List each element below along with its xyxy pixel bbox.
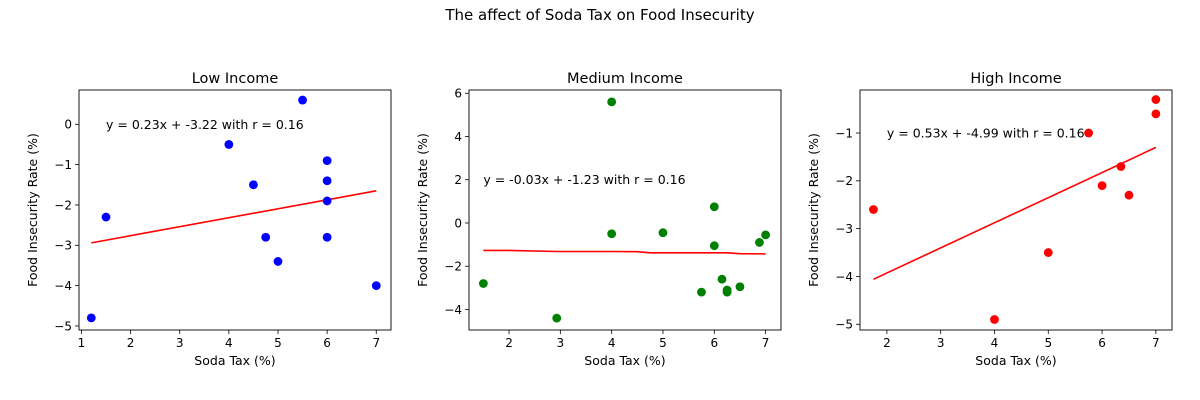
y-axis-label: Food Insecurity Rate (%) (25, 133, 40, 287)
subplots: Low Income 1 2 3 4 5 6 7 −5 −4 −3 −2 −1 0 Soda Tax (%)… (25, 71, 1173, 368)
data-point (1097, 181, 1107, 191)
x-tick-label: 2 (505, 336, 513, 350)
data-point (1043, 248, 1053, 257)
y-tick-label: −3 (835, 222, 853, 236)
y-tick-label: −4 (444, 303, 462, 317)
x-tick-label: 7 (762, 336, 770, 350)
data-point (722, 287, 732, 297)
data-point (86, 313, 96, 323)
y-tick-label: −4 (835, 270, 853, 284)
x-tick-label: 6 (323, 336, 331, 350)
x-tick-label: 4 (225, 336, 233, 350)
subplot-3: High Income 2 3 4 5 6 7 −5 −4 −3 −2 −1 Soda Tax (%) F… (806, 71, 1173, 368)
x-tick-label: 5 (659, 336, 667, 350)
x-tick-label: 2 (127, 336, 135, 350)
data-point (1124, 190, 1134, 200)
regression-line (91, 190, 377, 244)
data-point (1151, 109, 1161, 119)
x-tick-label: 3 (557, 336, 565, 350)
data-point (249, 180, 258, 190)
y-tick-label: −5 (54, 319, 72, 333)
x-tick-label: 2 (883, 336, 891, 350)
y-tick-label: −4 (54, 279, 72, 293)
data-point (869, 205, 878, 214)
data-point (1084, 128, 1094, 138)
data-point (371, 281, 381, 291)
plot-frame (859, 89, 1173, 331)
y-tick-label: 2 (454, 173, 462, 187)
data-point (1116, 162, 1126, 171)
x-tick-label: 6 (710, 336, 718, 350)
data-point (607, 97, 617, 107)
y-tick-label: −5 (835, 318, 853, 332)
x-tick-label: 6 (1098, 336, 1106, 350)
data-point (735, 282, 745, 292)
data-point (709, 202, 719, 212)
regression-annotation: y = 0.23x + -3.22 with r = 0.16 (106, 117, 304, 132)
y-axis-label: Food Insecurity Rate (%) (415, 133, 430, 287)
y-tick-label: 0 (64, 118, 72, 132)
x-tick-label: 5 (274, 336, 282, 350)
data-point (755, 238, 764, 247)
regression-annotation: y = -0.03x + -1.23 with r = 0.16 (483, 172, 685, 187)
x-tick-label: 7 (372, 336, 380, 350)
x-tick-label: 3 (937, 336, 945, 350)
data-point (990, 315, 999, 324)
subplot-title: Low Income (192, 71, 279, 87)
y-tick-label: 6 (454, 87, 462, 101)
y-tick-label: −3 (54, 239, 72, 253)
x-tick-label: 7 (1152, 336, 1160, 350)
data-point (607, 229, 617, 239)
data-point (101, 212, 111, 222)
regression-line (483, 249, 766, 255)
subplot-title: High Income (970, 71, 1061, 87)
data-point (478, 279, 488, 288)
y-tick-label: −1 (835, 126, 853, 140)
data-point (1151, 95, 1161, 104)
plot-frame (468, 89, 782, 331)
data-point (322, 196, 332, 206)
x-axis-label: Soda Tax (%) (975, 353, 1056, 368)
y-tick-label: −1 (54, 158, 72, 172)
data-point (298, 95, 307, 105)
x-axis-label: Soda Tax (%) (584, 353, 665, 368)
data-point (224, 140, 234, 149)
y-tick-label: −2 (444, 260, 462, 274)
x-tick-label: 3 (176, 336, 184, 350)
data-point (709, 241, 719, 251)
data-point (697, 287, 706, 297)
data-point (552, 313, 562, 323)
y-tick-label: −2 (835, 174, 853, 188)
plot-frame (78, 89, 392, 331)
regression-annotation: y = 0.53x + -4.99 with r = 0.16 (887, 126, 1085, 141)
data-point (261, 232, 271, 242)
x-tick-label: 4 (991, 336, 999, 350)
y-axis-label: Food Insecurity Rate (%) (806, 133, 821, 287)
data-point (322, 232, 332, 242)
data-point (717, 274, 727, 284)
subplot-title: Medium Income (567, 71, 683, 87)
subplot-1: Low Income 1 2 3 4 5 6 7 −5 −4 −3 −2 −1 0 Soda Tax (%)… (25, 71, 392, 368)
data-point (658, 228, 668, 238)
subplot-2: Medium Income 2 3 4 5 6 7 −4 −2 0 2 4 6 Soda Tax (%) F… (415, 71, 782, 368)
data-point (273, 257, 283, 266)
data-point (761, 230, 771, 240)
data-point (322, 156, 332, 165)
x-tick-label: 5 (1044, 336, 1052, 350)
figure-suptitle: The affect of Soda Tax on Food Insecurit… (444, 6, 754, 24)
data-point (322, 176, 332, 186)
y-tick-label: −2 (54, 198, 72, 212)
regression-line (873, 146, 1157, 281)
x-tick-label: 1 (78, 336, 86, 350)
y-tick-label: 4 (454, 130, 462, 144)
x-tick-label: 4 (608, 336, 616, 350)
y-tick-label: 0 (454, 216, 462, 230)
x-axis-label: Soda Tax (%) (194, 353, 275, 368)
